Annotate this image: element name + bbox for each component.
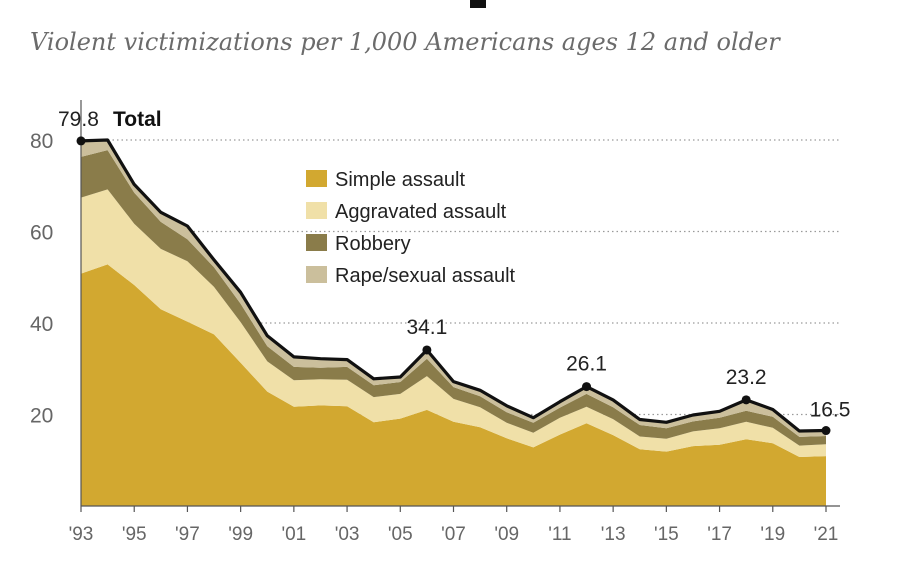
annotations: 79.8 Total 34.1 26.1 23.2 16.5	[58, 108, 851, 436]
legend-swatch	[306, 234, 327, 251]
x-tick-label: '09	[494, 524, 519, 545]
legend-label: Robbery	[335, 233, 411, 255]
legend-label: Simple assault	[335, 169, 466, 191]
point-value-label: 16.5	[810, 399, 851, 422]
x-tick-label: '13	[601, 524, 626, 545]
x-tick-label: '07	[441, 524, 466, 545]
x-tick-label: '01	[281, 524, 306, 545]
chart-subtitle: Violent victimizations per 1,000 America…	[30, 28, 780, 56]
area-series	[81, 150, 826, 446]
total-line-layer	[80, 138, 827, 433]
total-value-label: 79.8	[58, 108, 99, 131]
x-tick-label: '21	[814, 524, 839, 545]
total-name-label: Total	[113, 108, 162, 131]
y-tick-label: 20	[30, 405, 53, 428]
area-series	[81, 189, 826, 457]
total-point	[582, 382, 592, 392]
x-tick-label: '97	[175, 524, 200, 545]
legend: Simple assault Aggravated assault Robbery R…	[306, 169, 516, 287]
total-point	[741, 395, 751, 405]
total-point	[821, 426, 831, 436]
x-tick-label: '03	[335, 524, 360, 545]
total-line	[80, 138, 827, 433]
x-tick-label: '95	[122, 524, 147, 545]
x-tick-label: '05	[388, 524, 413, 545]
x-tick-label: '93	[69, 524, 94, 545]
total-point	[76, 136, 86, 146]
y-tick-label: 80	[30, 130, 53, 153]
title-fragment	[470, 0, 486, 8]
legend-label: Aggravated assault	[335, 201, 507, 223]
x-tick-label: '99	[228, 524, 253, 545]
total-point	[422, 345, 432, 355]
area-layers	[81, 140, 826, 506]
x-tick-label: '17	[707, 524, 732, 545]
legend-label: Rape/sexual assault	[335, 265, 516, 287]
area-series	[81, 264, 826, 506]
y-tick-label: 60	[30, 222, 53, 245]
x-tick-label: '15	[654, 524, 679, 545]
legend-swatch	[306, 266, 327, 283]
x-tick-label: '19	[760, 524, 785, 545]
axes: 20 40 60 80 '93 '95 '97 '99 '01 '03 '05 '07 '09 '11 '1…	[30, 100, 840, 545]
legend-swatch	[306, 170, 327, 187]
legend-swatch	[306, 202, 327, 219]
y-tick-label: 40	[30, 313, 53, 336]
point-value-label: 34.1	[406, 316, 447, 339]
x-tick-label: '11	[548, 524, 571, 545]
point-value-label: 26.1	[566, 353, 607, 376]
area-series	[81, 140, 826, 437]
point-value-label: 23.2	[726, 366, 767, 389]
